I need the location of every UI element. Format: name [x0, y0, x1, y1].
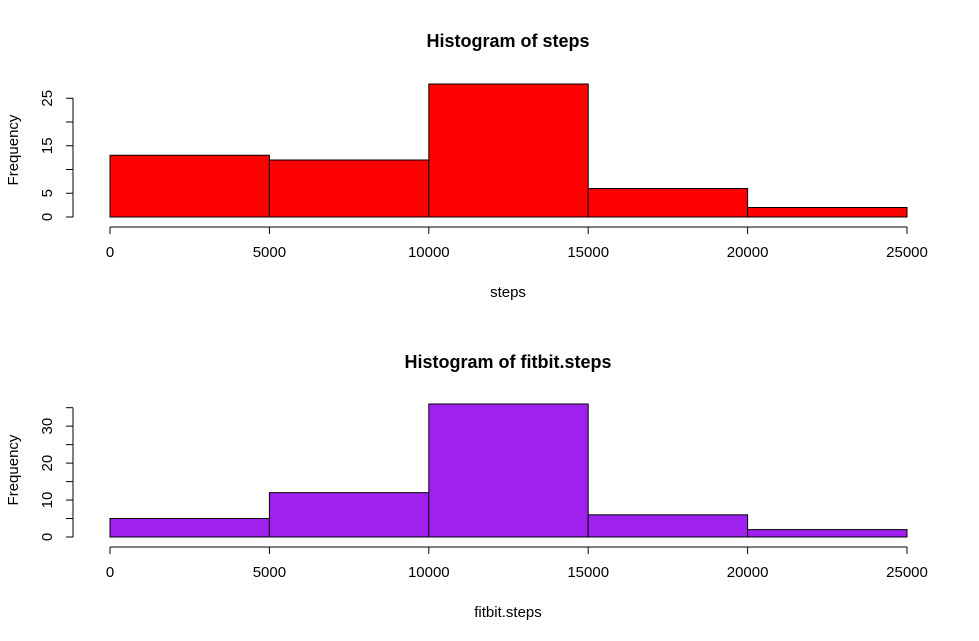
y-tick-label: 25 — [39, 90, 56, 107]
y-tick-label: 0 — [39, 533, 56, 541]
histogram-bar — [109, 518, 270, 538]
histogram-bar — [428, 403, 589, 538]
histogram-bar — [587, 188, 749, 218]
y-axis: 0 10 20 30 — [39, 407, 74, 541]
x-tick-label: 5000 — [253, 564, 286, 581]
histogram-bar — [268, 159, 430, 218]
bars — [109, 83, 908, 218]
x-axis: 0 5000 10000 15000 20000 25000 — [106, 546, 928, 581]
y-tick-label: 0 — [39, 213, 56, 221]
histogram-bar — [747, 207, 908, 218]
x-tick-label: 25000 — [886, 244, 928, 261]
x-tick-label: 0 — [106, 244, 114, 261]
x-tick-label: 5000 — [253, 244, 286, 261]
x-tick-label: 25000 — [886, 564, 928, 581]
x-axis-label: fitbit.steps — [474, 604, 542, 621]
histogram-bar — [428, 83, 589, 218]
histogram-bar — [587, 514, 749, 538]
y-tick-label: 15 — [39, 137, 56, 154]
x-axis: 0 5000 10000 15000 20000 25000 — [106, 226, 928, 261]
x-tick-label: 0 — [106, 564, 114, 581]
y-tick-label: 20 — [39, 455, 56, 472]
fitbit-steps-histogram-panel: Histogram of fitbit.steps fitbit.steps F… — [5, 352, 928, 621]
y-tick-label: 30 — [39, 418, 56, 435]
chart-title: Histogram of steps — [426, 31, 589, 51]
y-axis-label: Frequency — [5, 114, 22, 185]
x-tick-label: 20000 — [727, 564, 769, 581]
histogram-bar — [747, 529, 908, 538]
y-tick-label: 5 — [39, 189, 56, 197]
y-tick-label: 10 — [39, 492, 56, 509]
x-tick-label: 15000 — [567, 564, 609, 581]
x-tick-label: 10000 — [408, 244, 450, 261]
x-tick-label: 20000 — [727, 244, 769, 261]
chart-title: Histogram of fitbit.steps — [404, 352, 611, 372]
steps-histogram-panel: Histogram of steps steps Frequency 0 5000… — [5, 31, 928, 301]
histogram-bar — [268, 492, 430, 538]
x-axis-label: steps — [490, 284, 526, 301]
y-axis-label: Frequency — [5, 434, 22, 505]
x-tick-label: 15000 — [567, 244, 609, 261]
histogram-bar — [109, 154, 270, 218]
y-axis: 0 5 15 25 — [39, 90, 74, 221]
x-tick-label: 10000 — [408, 564, 450, 581]
bars — [109, 403, 908, 538]
